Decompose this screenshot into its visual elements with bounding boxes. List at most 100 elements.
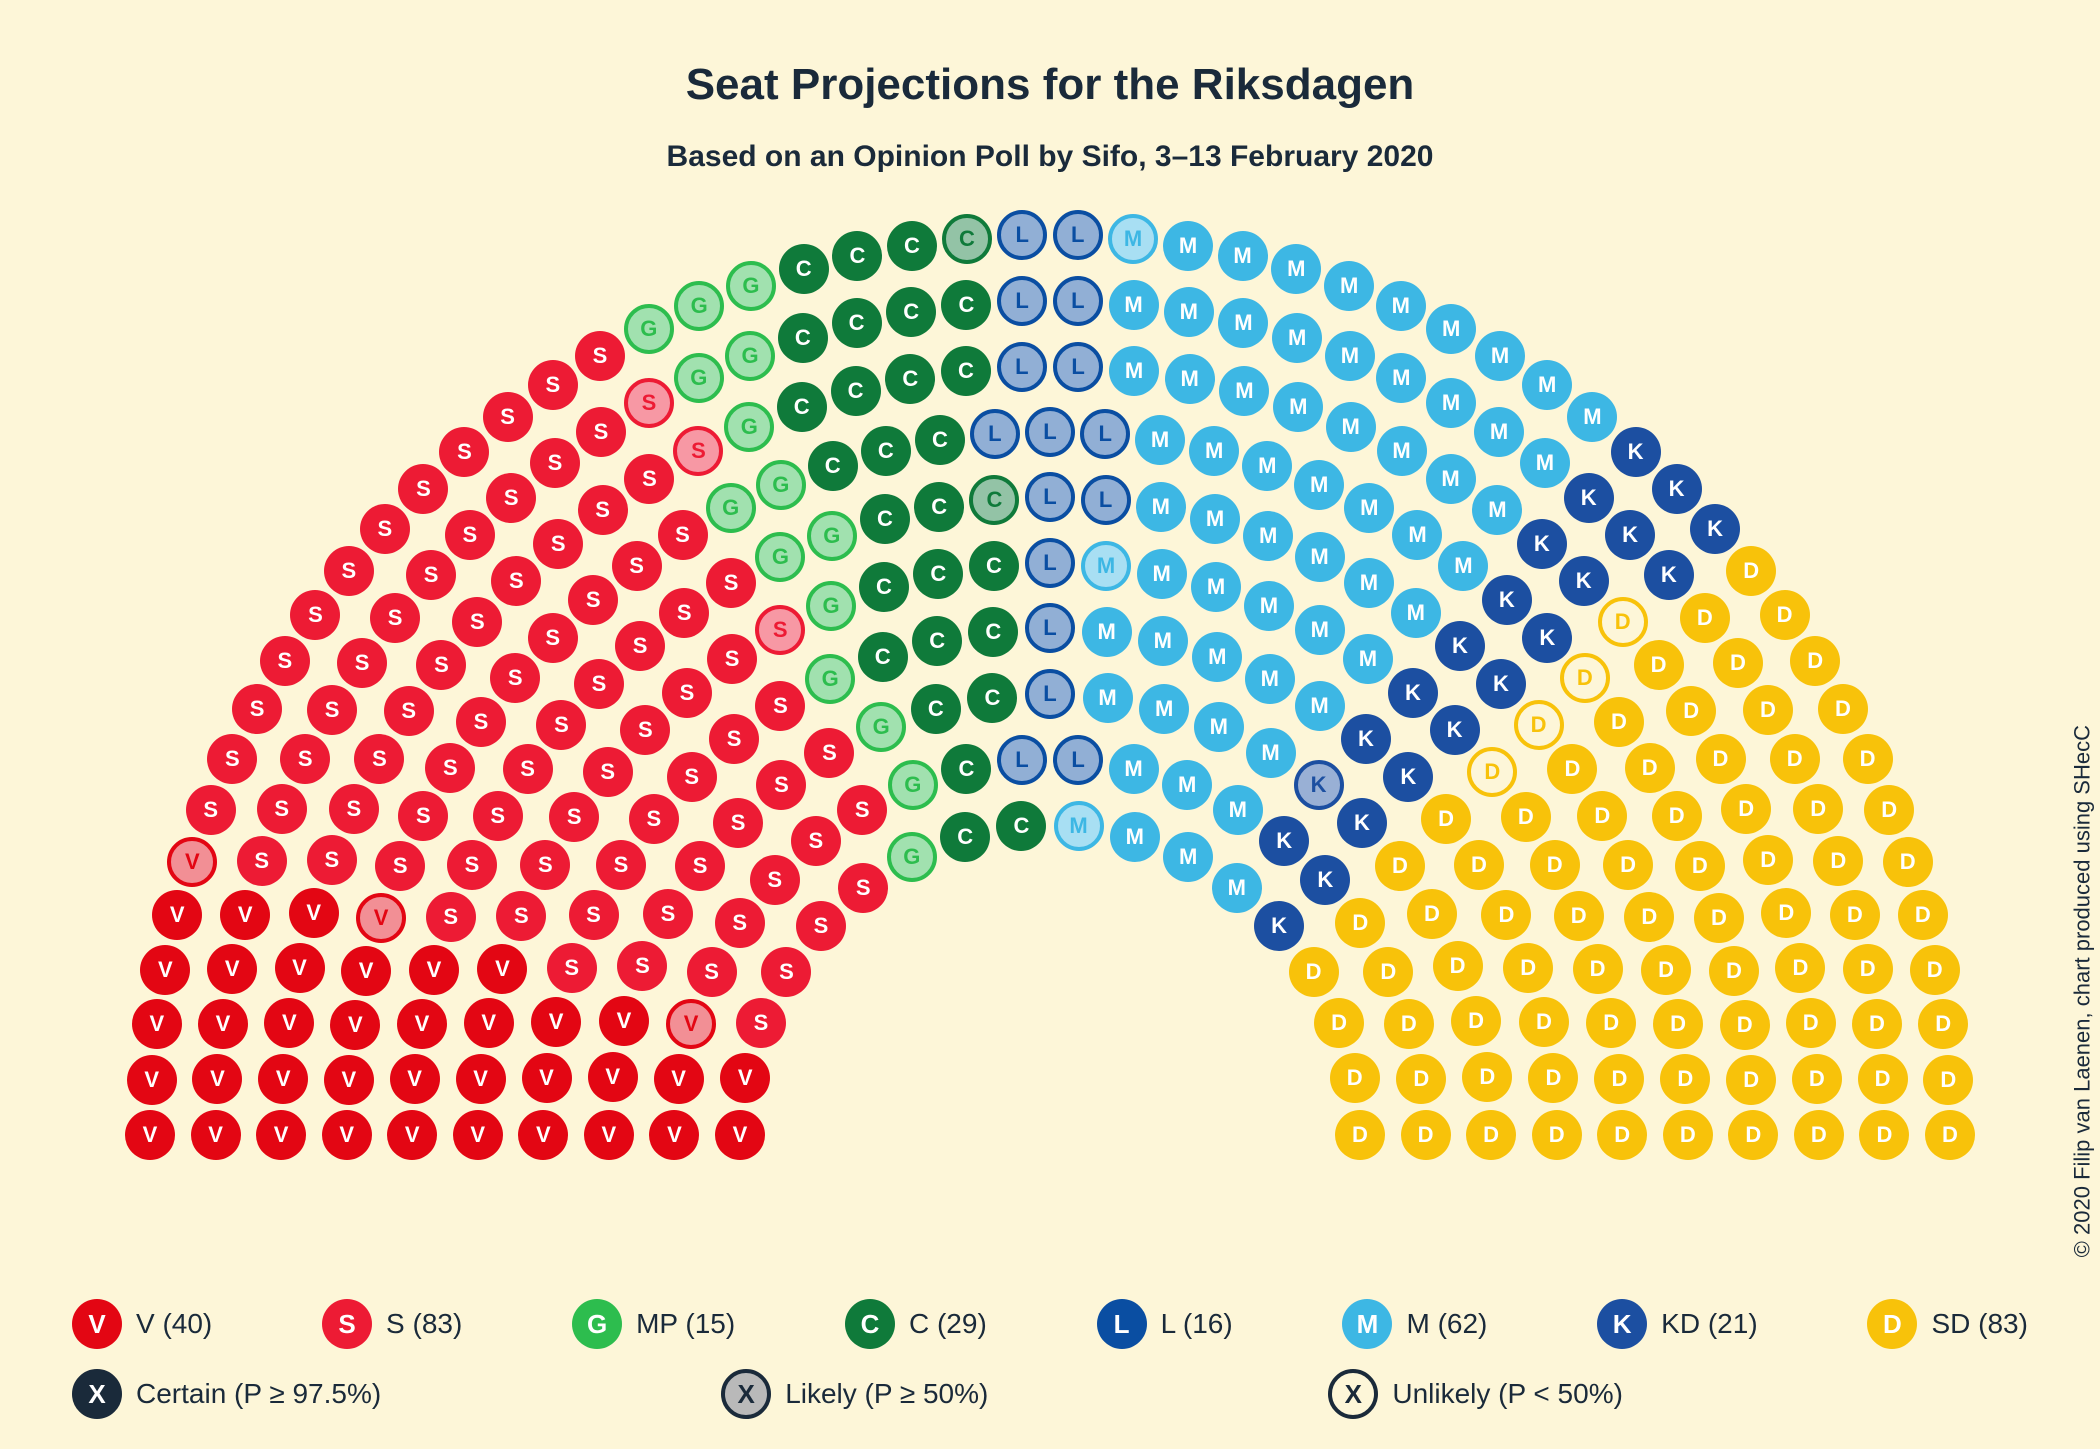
seat: S bbox=[530, 438, 580, 488]
seat: S bbox=[503, 744, 553, 794]
seat: S bbox=[207, 734, 257, 784]
seat: D bbox=[1859, 1110, 1909, 1160]
seat: K bbox=[1517, 519, 1567, 569]
seat: D bbox=[1467, 747, 1517, 797]
seat: D bbox=[1634, 640, 1684, 690]
seat: S bbox=[324, 546, 374, 596]
seat: D bbox=[1363, 947, 1413, 997]
seat: M bbox=[1190, 494, 1240, 544]
seat: S bbox=[629, 794, 679, 844]
seat: D bbox=[1396, 1054, 1446, 1104]
legend-label: Unlikely (P < 50%) bbox=[1392, 1378, 1623, 1410]
seat: S bbox=[796, 901, 846, 951]
seat: K bbox=[1476, 659, 1526, 709]
seat: D bbox=[1713, 638, 1763, 688]
seat: M bbox=[1163, 832, 1213, 882]
seat: C bbox=[832, 298, 882, 348]
seat: S bbox=[445, 510, 495, 560]
seat: D bbox=[1514, 700, 1564, 750]
seat: K bbox=[1644, 550, 1694, 600]
seat: M bbox=[1135, 415, 1185, 465]
seat: S bbox=[490, 653, 540, 703]
seat: G bbox=[726, 261, 776, 311]
seat: S bbox=[755, 681, 805, 731]
seat: D bbox=[1594, 697, 1644, 747]
seat: S bbox=[643, 889, 693, 939]
legend-label: S (83) bbox=[386, 1308, 462, 1340]
seat: D bbox=[1761, 888, 1811, 938]
seat: K bbox=[1435, 621, 1485, 671]
seat: D bbox=[1898, 890, 1948, 940]
seat: S bbox=[260, 636, 310, 686]
seat: M bbox=[1165, 354, 1215, 404]
seat: S bbox=[533, 519, 583, 569]
legend-label: L (16) bbox=[1161, 1308, 1233, 1340]
seat: S bbox=[237, 836, 287, 886]
seat: S bbox=[307, 835, 357, 885]
seat: K bbox=[1611, 427, 1661, 477]
seat: D bbox=[1709, 946, 1759, 996]
seat: S bbox=[750, 855, 800, 905]
seat: S bbox=[596, 840, 646, 890]
seat: L bbox=[1053, 735, 1103, 785]
seat: K bbox=[1383, 752, 1433, 802]
seat: M bbox=[1272, 313, 1322, 363]
seat: S bbox=[575, 331, 625, 381]
seat: L bbox=[1053, 276, 1103, 326]
seat: D bbox=[1923, 1055, 1973, 1105]
legend-label: V (40) bbox=[136, 1308, 212, 1340]
seat: D bbox=[1330, 1053, 1380, 1103]
seat: S bbox=[536, 700, 586, 750]
seat: K bbox=[1254, 901, 1304, 951]
seat: S bbox=[736, 998, 786, 1048]
seat: C bbox=[779, 244, 829, 294]
seat: M bbox=[1472, 485, 1522, 535]
seat: L bbox=[1025, 472, 1075, 522]
legend: VV (40)SS (83)GMP (15)CC (29)LL (16)MM (… bbox=[72, 1279, 2028, 1419]
seat: K bbox=[1605, 510, 1655, 560]
seat: V bbox=[258, 1054, 308, 1104]
seat: C bbox=[941, 280, 991, 330]
seat: K bbox=[1690, 504, 1740, 554]
seat: V bbox=[125, 1110, 175, 1160]
seat: M bbox=[1520, 438, 1570, 488]
legend-label: Likely (P ≥ 50%) bbox=[785, 1378, 988, 1410]
legend-party-item: CC (29) bbox=[845, 1299, 987, 1349]
seat: L bbox=[997, 210, 1047, 260]
seat: S bbox=[528, 360, 578, 410]
seat: D bbox=[1603, 840, 1653, 890]
seat: S bbox=[624, 454, 674, 504]
seat: S bbox=[791, 816, 841, 866]
seat: K bbox=[1430, 705, 1480, 755]
seat: K bbox=[1294, 760, 1344, 810]
seat: C bbox=[777, 382, 827, 432]
seat: V bbox=[220, 890, 270, 940]
seat: C bbox=[942, 214, 992, 264]
seat: M bbox=[1054, 801, 1104, 851]
seat: M bbox=[1136, 482, 1186, 532]
legend-dot: S bbox=[322, 1299, 372, 1349]
seat: D bbox=[1554, 891, 1604, 941]
seat: V bbox=[192, 1054, 242, 1104]
seat: G bbox=[887, 832, 937, 882]
seat: S bbox=[667, 752, 717, 802]
seat: D bbox=[1560, 653, 1610, 703]
seat: D bbox=[1794, 1110, 1844, 1160]
seat: M bbox=[1212, 863, 1262, 913]
seat: M bbox=[1343, 634, 1393, 684]
seat: V bbox=[409, 945, 459, 995]
seat: S bbox=[370, 593, 420, 643]
seat: G bbox=[724, 402, 774, 452]
seat: C bbox=[859, 562, 909, 612]
seat: S bbox=[612, 541, 662, 591]
seat: D bbox=[1918, 999, 1968, 1049]
seat: V bbox=[477, 944, 527, 994]
seat: V bbox=[464, 998, 514, 1048]
seat: V bbox=[152, 890, 202, 940]
seat: L bbox=[1053, 342, 1103, 392]
seat: D bbox=[1843, 734, 1893, 784]
seat: M bbox=[1192, 632, 1242, 682]
seat: D bbox=[1532, 1110, 1582, 1160]
seat: K bbox=[1388, 668, 1438, 718]
seat: C bbox=[914, 482, 964, 532]
